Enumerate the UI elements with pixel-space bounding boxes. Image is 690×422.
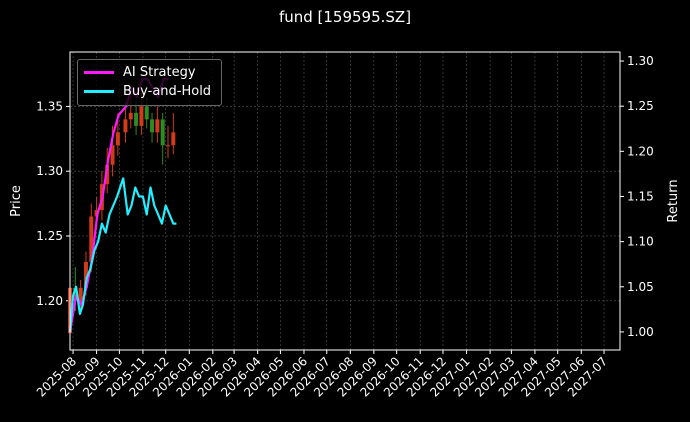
legend-item-ai-strategy: AI Strategy <box>84 63 196 81</box>
legend-swatch-buy-and-hold <box>84 89 114 93</box>
candle-body <box>83 261 88 288</box>
candle-body <box>123 119 128 133</box>
candle-body <box>165 145 170 147</box>
legend: AI Strategy Buy-and-Hold <box>77 59 222 106</box>
y-right-tick-label-1.15: 1.15 <box>627 189 654 203</box>
legend-swatch-ai-strategy <box>84 70 114 74</box>
candle-body <box>73 287 78 301</box>
candle-body <box>89 216 94 262</box>
candle-body <box>171 132 176 146</box>
legend-label-ai-strategy: AI Strategy <box>123 64 196 80</box>
candle-body <box>139 106 144 126</box>
candle-body <box>115 132 120 146</box>
candle-body <box>155 119 160 133</box>
y-right-tick-label-1.05: 1.05 <box>627 280 654 294</box>
y-right-axis-label: Return <box>666 179 681 222</box>
series-line-buy-and-hold <box>68 177 177 332</box>
legend-item-buy-and-hold: Buy-and-Hold <box>84 82 211 100</box>
candle-body <box>110 145 115 165</box>
candle-body <box>144 106 149 120</box>
plot-frame <box>69 51 621 351</box>
y-left-axis-label: Price <box>9 185 24 217</box>
y-left-tick-label-1.25: 1.25 <box>36 229 63 243</box>
y-right-tick-label-1.25: 1.25 <box>627 99 654 113</box>
candle-body <box>134 112 139 126</box>
y-right-tick-label-1.20: 1.20 <box>627 144 654 158</box>
y-left-tick-label-1.20: 1.20 <box>36 294 63 308</box>
candle-body <box>128 112 133 120</box>
candle-body <box>78 287 83 301</box>
candle-body <box>150 119 155 133</box>
chart-title: fund [159595.SZ] <box>278 8 412 26</box>
y-left-tick-label-1.35: 1.35 <box>36 99 63 113</box>
y-right-tick-label-1.00: 1.00 <box>627 325 654 339</box>
legend-label-buy-and-hold: Buy-and-Hold <box>123 83 212 99</box>
candle-body <box>105 164 110 185</box>
candle-body <box>160 119 165 146</box>
y-left-tick-label-1.30: 1.30 <box>36 164 63 178</box>
y-right-tick-label-1.30: 1.30 <box>627 54 654 68</box>
y-right-tick-label-1.10: 1.10 <box>627 235 654 249</box>
